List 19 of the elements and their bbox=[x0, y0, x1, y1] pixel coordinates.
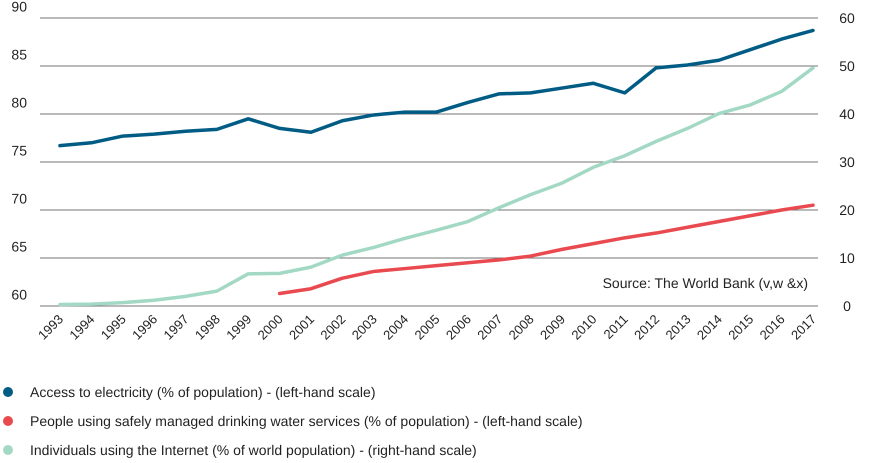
y2-tick-label: 10 bbox=[839, 250, 855, 266]
y-tick-label: 75 bbox=[11, 142, 28, 159]
y-tick-label: 65 bbox=[11, 238, 28, 255]
legend-label: Access to electricity (% of population) - (left-hand scale) bbox=[30, 384, 376, 400]
y2-tick-label: 60 bbox=[839, 10, 855, 26]
annotation: Source: The World Bank (v,w &x) bbox=[602, 275, 808, 291]
y-tick-label: 80 bbox=[11, 94, 28, 111]
y2-tick-label: 20 bbox=[839, 202, 855, 218]
y-tick-label: 85 bbox=[11, 46, 28, 63]
y-tick-label: 90 bbox=[11, 0, 28, 15]
y-tick-label: 70 bbox=[11, 190, 28, 207]
line-series bbox=[58, 66, 815, 306]
y2-tick-label: 30 bbox=[839, 154, 855, 170]
y2-tick-label: 40 bbox=[839, 106, 855, 122]
y2-tick-label: 50 bbox=[839, 58, 855, 74]
legend-label: Individuals using the Internet (% of world population) - (right-hand scale) bbox=[30, 442, 477, 458]
y-tick-label: 60 bbox=[11, 286, 28, 303]
y2-tick-label: 0 bbox=[843, 298, 852, 314]
legend-label: People using safely managed drinking water services (% of population) - (left-hand scale) bbox=[30, 412, 583, 429]
